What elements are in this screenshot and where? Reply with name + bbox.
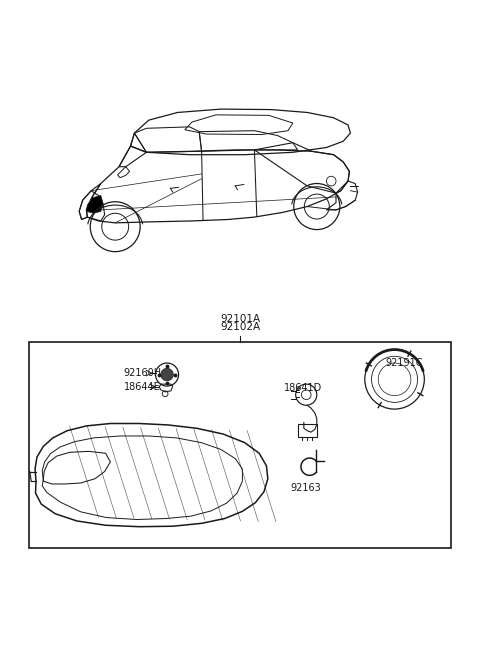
- Text: 92163: 92163: [291, 483, 322, 493]
- Text: 92101A: 92101A: [220, 314, 260, 324]
- Bar: [29, 342, 451, 548]
- Text: 92160H: 92160H: [124, 368, 162, 378]
- Text: 18641D: 18641D: [284, 383, 323, 393]
- Text: 92102A: 92102A: [220, 322, 260, 332]
- Text: 92191C: 92191C: [385, 358, 422, 368]
- Bar: [298, 424, 317, 437]
- Circle shape: [161, 368, 173, 381]
- Text: 18644E: 18644E: [124, 382, 161, 392]
- Polygon shape: [86, 195, 103, 214]
